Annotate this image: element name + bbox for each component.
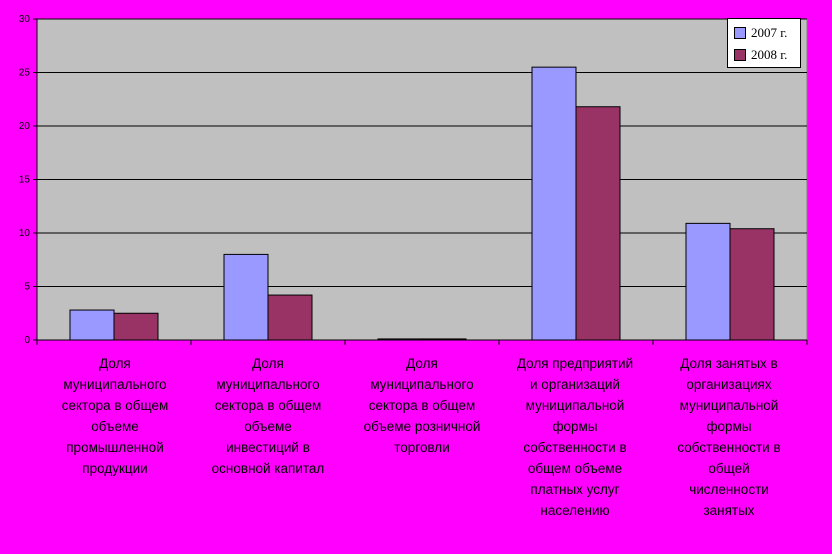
bar xyxy=(223,253,269,341)
bar xyxy=(685,222,731,341)
x-category-label: Доля муниципального сектора в общем объе… xyxy=(363,356,481,455)
x-category-label: Доля предприятий и организаций муниципал… xyxy=(516,356,634,518)
bar xyxy=(267,294,313,341)
legend-swatch-2007 xyxy=(734,27,746,39)
y-tick-label: 25 xyxy=(19,68,31,79)
y-tick-label: 5 xyxy=(24,282,30,293)
legend-item-2008: 2008 г. xyxy=(734,47,787,63)
bar xyxy=(575,106,621,341)
legend-label-2007: 2007 г. xyxy=(751,25,788,40)
bar xyxy=(531,66,577,341)
legend-label-2008: 2008 г. xyxy=(751,47,788,62)
y-tick-label: 0 xyxy=(24,335,30,346)
bar xyxy=(421,338,467,341)
bar xyxy=(113,312,159,341)
legend-swatch-2008 xyxy=(734,49,746,61)
bar xyxy=(377,338,423,341)
legend-item-2007: 2007 г. xyxy=(734,25,787,41)
x-category-label: Доля занятых в организациях муниципально… xyxy=(677,356,781,518)
bar xyxy=(69,309,115,341)
bar xyxy=(729,228,775,341)
y-tick-label: 20 xyxy=(19,121,31,132)
x-category-label: Доля муниципального сектора в общем объе… xyxy=(211,356,325,476)
y-tick-label: 30 xyxy=(19,14,31,25)
x-category-label: Доля муниципального сектора в общем объе… xyxy=(61,356,169,476)
y-tick-label: 10 xyxy=(19,228,31,239)
y-tick-label: 15 xyxy=(19,175,31,186)
legend: 2007 г. 2008 г. xyxy=(727,18,801,68)
